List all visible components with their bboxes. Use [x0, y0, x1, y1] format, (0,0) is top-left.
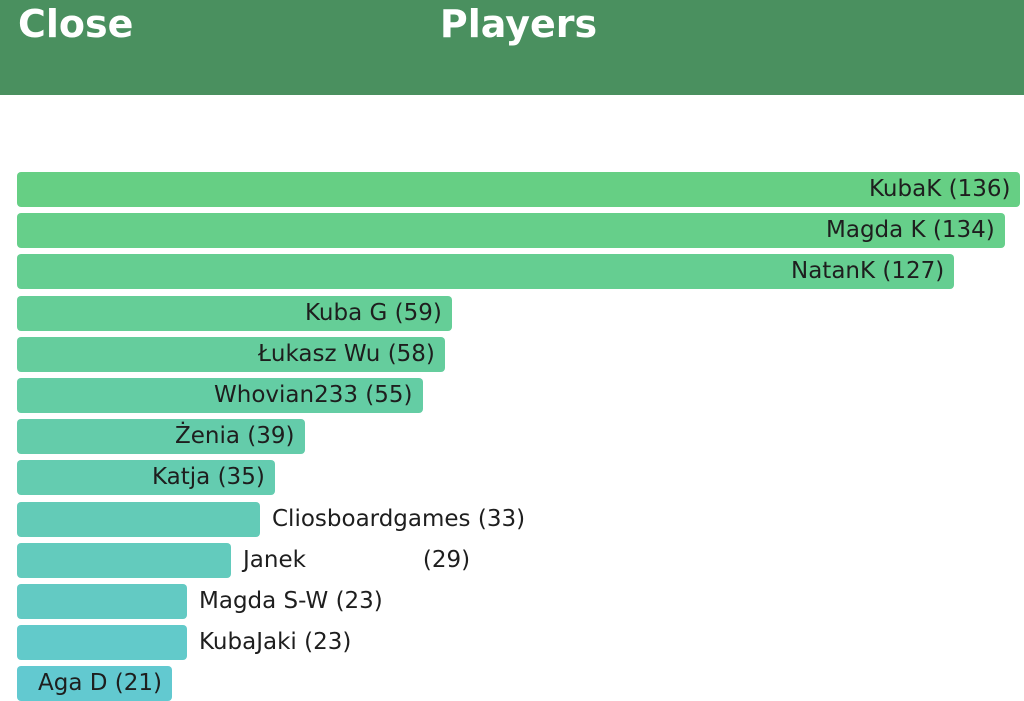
bar [17, 502, 260, 537]
bar [17, 172, 1020, 207]
bar [17, 213, 1005, 248]
bar [17, 543, 231, 578]
bar [17, 378, 423, 413]
bar-label: Żenia (39) [175, 423, 295, 449]
bar-label: Aga D (21) [38, 670, 162, 696]
bar [17, 625, 187, 660]
bar-label: KubaJaki (23) [199, 629, 352, 655]
close-button[interactable]: Close [18, 2, 134, 46]
bar-label: Katja (35) [152, 464, 265, 490]
bar-label: KubaK (136) [869, 176, 1011, 202]
bar-label: Kuba G (59) [305, 300, 442, 326]
bar [17, 296, 452, 331]
bar [17, 666, 172, 701]
bar-label: Cliosboardgames (33) [272, 506, 526, 532]
bar-label: NatanK (127) [791, 258, 945, 284]
bar-label: Magda K (134) [826, 217, 995, 243]
bar [17, 337, 445, 372]
bar [17, 254, 954, 289]
bar-label: Łukasz Wu (58) [258, 341, 435, 367]
bar-label: Janek (29) [243, 547, 471, 573]
nav-bar: Close Players [0, 0, 1024, 95]
page-title: Players [439, 2, 598, 46]
bar-label: Magda S-W (23) [199, 588, 383, 614]
bar [17, 419, 305, 454]
bar [17, 460, 275, 495]
bar [17, 584, 187, 619]
bar-label: Whovian233 (55) [214, 382, 413, 408]
